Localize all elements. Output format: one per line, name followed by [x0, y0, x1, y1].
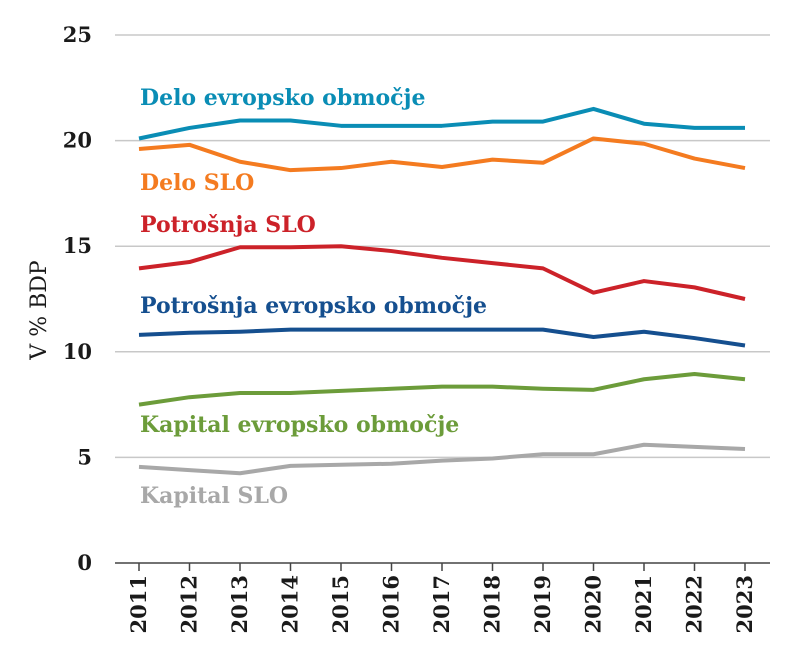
y-axis-ticks: 0 5 10 15 20 25: [63, 22, 92, 575]
x-tick-label: 2019: [530, 575, 555, 633]
series-label: Delo evropsko območje: [140, 85, 426, 111]
series-line: [138, 327, 746, 348]
series-label: Kapital evropsko območje: [140, 412, 459, 438]
series-label: Potrošnja SLO: [140, 212, 316, 238]
x-tick-label: 2012: [177, 575, 202, 633]
x-tick-label: 2020: [581, 575, 606, 633]
y-tick-label: 0: [77, 550, 92, 575]
series-line: [138, 244, 746, 301]
y-tick-label: 10: [63, 339, 92, 364]
gridlines: [115, 34, 770, 459]
series-line: [138, 442, 746, 476]
y-tick-label: 20: [63, 128, 92, 153]
x-tick-label: 2017: [429, 575, 454, 633]
y-axis-label: V % BDP: [27, 260, 52, 361]
x-tick-label: 2018: [480, 575, 505, 633]
series-line: [138, 371, 746, 407]
series-line: [138, 136, 746, 173]
series-label: Kapital SLO: [140, 483, 288, 509]
series-lines: [138, 106, 746, 476]
y-tick-label: 15: [63, 233, 92, 258]
series-label: Delo SLO: [140, 170, 254, 196]
y-tick-label: 25: [63, 22, 92, 47]
series-labels: Delo evropsko območje Delo SLO Potrošnja S…: [140, 85, 487, 509]
series-label: Potrošnja evropsko območje: [140, 293, 487, 319]
x-tick-label: 2013: [227, 575, 252, 633]
x-tick-label: 2015: [328, 575, 353, 633]
x-tick-label: 2023: [732, 575, 757, 633]
x-tick-label: 2014: [278, 575, 303, 633]
x-tick-label: 2022: [682, 575, 707, 633]
series-line: [138, 106, 745, 141]
x-axis: 2011 2012 2013 2014 2015 2016 2017 2018 2019 2020…: [115, 562, 770, 633]
x-tick-label: 2016: [379, 575, 404, 633]
x-tick-label: 2021: [631, 575, 656, 633]
y-tick-label: 5: [77, 444, 92, 469]
x-tick-label: 2011: [126, 575, 151, 633]
